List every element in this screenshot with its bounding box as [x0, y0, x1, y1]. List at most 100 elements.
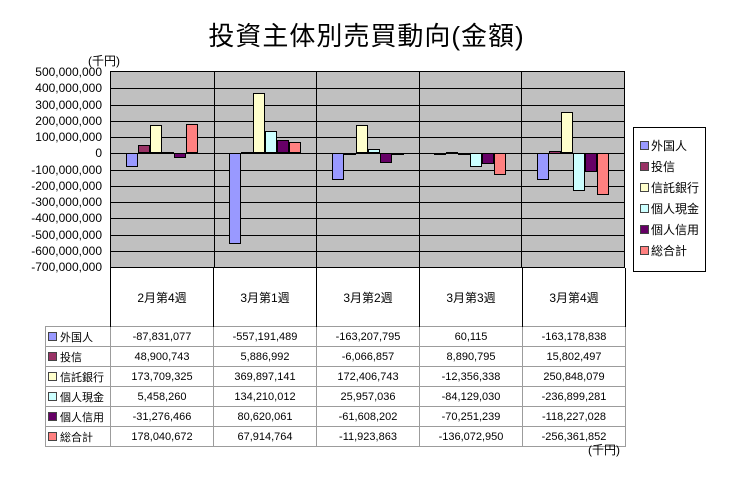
table-row: 信託銀行 173,709,325 369,897,141 172,406,743 -12…: [45, 366, 626, 387]
value-cell: 178,040,672: [110, 426, 214, 447]
bar: [585, 153, 597, 172]
legend-key-icon: [640, 183, 649, 192]
table-unit-label: (千円): [588, 443, 620, 457]
bar: [186, 124, 198, 153]
gridline: [111, 153, 624, 154]
bar: [150, 125, 162, 153]
value-cell: 369,897,141: [213, 366, 317, 387]
series-name: 個人信用: [60, 411, 104, 424]
series-label-cell: 個人信用: [45, 406, 111, 427]
y-tick-label: 300,000,000: [35, 97, 102, 112]
y-tick-label: -600,000,000: [31, 243, 102, 258]
legend-key-icon: [640, 162, 649, 171]
bar: [229, 153, 241, 244]
y-axis: 500,000,000 400,000,000 300,000,000 200,000…: [0, 65, 106, 274]
bar: [380, 153, 392, 163]
legend-key-icon: [640, 246, 649, 255]
legend-key-icon: [640, 141, 649, 150]
y-tick-label: 500,000,000: [35, 65, 102, 79]
value-cell: -163,178,838: [522, 326, 626, 347]
bar: [138, 145, 150, 153]
series-name: 外国人: [60, 331, 93, 344]
series-key-icon: [48, 351, 57, 361]
table-row: 外国人 -87,831,077 -557,191,489 -163,207,795 60…: [45, 326, 626, 347]
value-cell: -12,356,338: [419, 366, 523, 387]
value-cell: -136,072,950: [419, 426, 523, 447]
value-cell: 134,210,012: [213, 386, 317, 407]
value-cell: 15,802,497: [522, 346, 626, 367]
value-cell: 67,914,764: [213, 426, 317, 447]
legend: 外国人 投信 信託銀行 個人現金 個人信用 総合計: [633, 127, 706, 272]
category-divider: [521, 72, 522, 267]
series-label-cell: 外国人: [45, 326, 111, 347]
legend-label: 総合計: [651, 244, 688, 258]
value-cell: -256,361,852: [522, 426, 626, 447]
bar: [494, 153, 506, 175]
week-label-cell: 3月第3週: [419, 268, 523, 327]
week-label-cell: 3月第4週: [522, 268, 626, 327]
value-cell: -557,191,489: [213, 326, 317, 347]
bar: [537, 153, 549, 180]
legend-key-icon: [640, 204, 649, 213]
bar: [561, 112, 573, 153]
data-table: 2月第4週 3月第1週 3月第2週 3月第3週 3月第4週 外国人 -87,831,077-…: [45, 268, 626, 447]
table-row: 個人信用 -31,276,466 80,620,061 -61,608,202 -70,…: [45, 406, 626, 427]
legend-key-icon: [640, 225, 649, 234]
bar: [277, 140, 289, 153]
y-tick-label: 0: [95, 146, 102, 161]
value-cell: 60,115: [419, 326, 523, 347]
bar: [174, 153, 186, 158]
chart-title: 投資主体別売買動向(金額): [208, 21, 525, 51]
bar: [392, 153, 404, 155]
bar: [289, 142, 301, 153]
gridline: [111, 218, 624, 219]
table-row: 投信 48,900,743 5,886,992 -6,066,857 8,890,795…: [45, 346, 626, 367]
y-tick-label: -100,000,000: [31, 162, 102, 177]
gridline: [111, 202, 624, 203]
value-cell: 8,890,795: [419, 346, 523, 367]
bar: [458, 153, 470, 155]
series-label-cell: 個人現金: [45, 386, 111, 407]
value-cell: 5,886,992: [213, 346, 317, 367]
value-cell: 250,848,079: [522, 366, 626, 387]
series-name: 総合計: [60, 431, 93, 444]
week-label-cell: 3月第2週: [316, 268, 420, 327]
bar: [332, 153, 344, 180]
bar: [549, 151, 561, 154]
gridline: [111, 186, 624, 187]
legend-item: 個人現金: [640, 200, 705, 221]
legend-label: 投信: [651, 160, 676, 174]
series-key-icon: [48, 371, 57, 381]
bar: [482, 153, 494, 164]
table-row: 総合計 178,040,672 67,914,764 -11,923,863 -136,…: [45, 426, 626, 447]
category-divider: [316, 72, 317, 267]
value-cell: 80,620,061: [213, 406, 317, 427]
category-divider: [419, 72, 420, 267]
plot-area: [110, 71, 625, 268]
bar: [253, 93, 265, 153]
value-cell: -87,831,077: [110, 326, 214, 347]
series-key-icon: [48, 411, 57, 421]
legend-item: 個人信用: [640, 221, 705, 242]
y-tick-label: 200,000,000: [35, 113, 102, 128]
y-tick-label: -700,000,000: [31, 260, 102, 274]
gridline: [111, 121, 624, 122]
series-name: 投信: [60, 351, 82, 364]
legend-label: 個人信用: [651, 223, 700, 237]
value-cell: 25,957,036: [316, 386, 420, 407]
category-divider: [214, 72, 215, 267]
bar: [573, 153, 585, 191]
bar: [265, 131, 277, 153]
y-tick-label: 400,000,000: [35, 81, 102, 96]
bar: [446, 152, 458, 154]
gridline: [111, 235, 624, 236]
bar: [162, 152, 174, 154]
bar: [434, 153, 446, 155]
series-label-cell: 総合計: [45, 426, 111, 447]
y-tick-label: -300,000,000: [31, 195, 102, 209]
gridline: [111, 105, 624, 106]
legend-item: 投信: [640, 158, 705, 179]
legend-item: 外国人: [640, 137, 705, 158]
value-cell: -84,129,030: [419, 386, 523, 407]
